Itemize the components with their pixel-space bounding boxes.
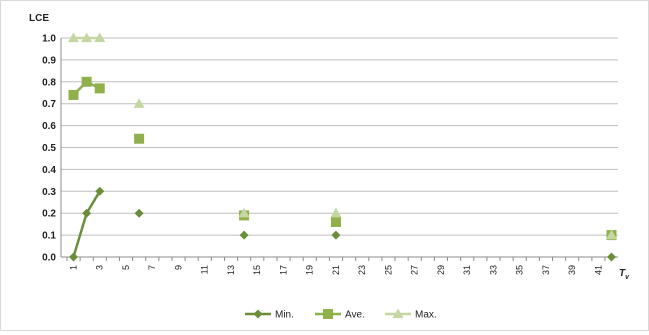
data-point-max bbox=[606, 229, 617, 240]
legend: Min. Ave. Max. bbox=[245, 308, 437, 321]
x-tick-label: 13 bbox=[226, 265, 236, 275]
data-point-max bbox=[68, 32, 79, 43]
x-tick-label: 39 bbox=[567, 265, 577, 275]
data-point-min bbox=[69, 252, 78, 262]
data-point-max bbox=[330, 207, 342, 218]
data-point-ave bbox=[68, 89, 79, 100]
x-tick-label: 19 bbox=[305, 265, 315, 275]
x-tick-label: 11 bbox=[200, 265, 210, 274]
x-tick-label: 29 bbox=[436, 265, 446, 275]
legend-label-max: Max. bbox=[415, 310, 437, 321]
x-tick-label: 37 bbox=[541, 265, 551, 275]
series-line-min bbox=[72, 190, 101, 258]
x-tick-label: 15 bbox=[252, 265, 262, 275]
legend-label-ave: Ave. bbox=[345, 310, 365, 321]
data-point-min bbox=[82, 208, 92, 218]
x-tick-label: 9 bbox=[173, 265, 183, 270]
legend-marker-min bbox=[253, 309, 263, 319]
data-point-min bbox=[134, 208, 144, 218]
y-tick-label: 0.8 bbox=[42, 77, 56, 88]
x-tick-label: 21 bbox=[331, 265, 341, 275]
data-point-min bbox=[239, 230, 249, 240]
data-point-min bbox=[607, 252, 616, 262]
legend-marker-max bbox=[392, 308, 404, 319]
y-tick-label: 0.7 bbox=[42, 99, 56, 110]
x-tick-label: 5 bbox=[121, 265, 131, 270]
y-tick-label: 0.2 bbox=[42, 209, 56, 220]
data-point-min bbox=[95, 186, 105, 196]
y-tick-label: 0.4 bbox=[42, 165, 56, 176]
x-tick-label: 17 bbox=[278, 265, 288, 275]
x-axis-label: Tv bbox=[619, 268, 630, 281]
legend-marker-ave bbox=[323, 309, 333, 319]
data-point-ave bbox=[134, 133, 145, 144]
y-tick-label: 0.6 bbox=[42, 121, 56, 132]
data-point-max bbox=[133, 98, 145, 108]
legend-label-min: Min. bbox=[275, 310, 294, 321]
x-tick-label: 1 bbox=[69, 265, 79, 270]
x-tick-label: 35 bbox=[515, 265, 525, 275]
y-tick-label: 1.0 bbox=[42, 34, 56, 45]
y-tick-label: 0.0 bbox=[42, 253, 56, 264]
y-tick-label: 0.3 bbox=[42, 187, 56, 198]
data-point-ave bbox=[330, 216, 341, 227]
x-tick-label: 41 bbox=[593, 265, 603, 275]
series-markers bbox=[68, 32, 617, 262]
data-point-max bbox=[238, 207, 250, 218]
x-tick-label: 7 bbox=[147, 265, 157, 270]
y-axis-label: LCE bbox=[29, 13, 49, 24]
data-point-ave bbox=[94, 83, 105, 94]
x-tick-label: 33 bbox=[488, 265, 498, 275]
data-point-max bbox=[81, 32, 93, 43]
data-point-max bbox=[94, 32, 106, 43]
y-tick-label: 0.9 bbox=[42, 55, 56, 66]
x-axis-label-main: T bbox=[619, 268, 626, 279]
data-point-min bbox=[331, 230, 341, 240]
x-tick-label: 27 bbox=[410, 265, 420, 275]
y-tick-label: 0.1 bbox=[42, 231, 56, 242]
x-tick-labels: 1 3 5 7 9 11 13 15 17 19 21 23 25 27 29 31 33 35 37 39 41 bbox=[69, 265, 604, 275]
x-tick-label: 25 bbox=[383, 265, 393, 275]
axes bbox=[60, 38, 618, 261]
x-tick-label: 31 bbox=[462, 265, 472, 275]
grid-lines bbox=[61, 37, 618, 236]
x-axis-label-subscript: v bbox=[625, 274, 630, 281]
x-tick-label: 3 bbox=[95, 265, 105, 270]
y-tick-label: 0.5 bbox=[42, 143, 56, 154]
data-point-ave bbox=[81, 76, 92, 87]
x-tick-label: 23 bbox=[357, 265, 367, 275]
y-tick-labels: 0.0 0.1 0.2 0.3 0.4 0.5 0.6 0.7 0.8 0.9 1.0 bbox=[42, 34, 56, 264]
